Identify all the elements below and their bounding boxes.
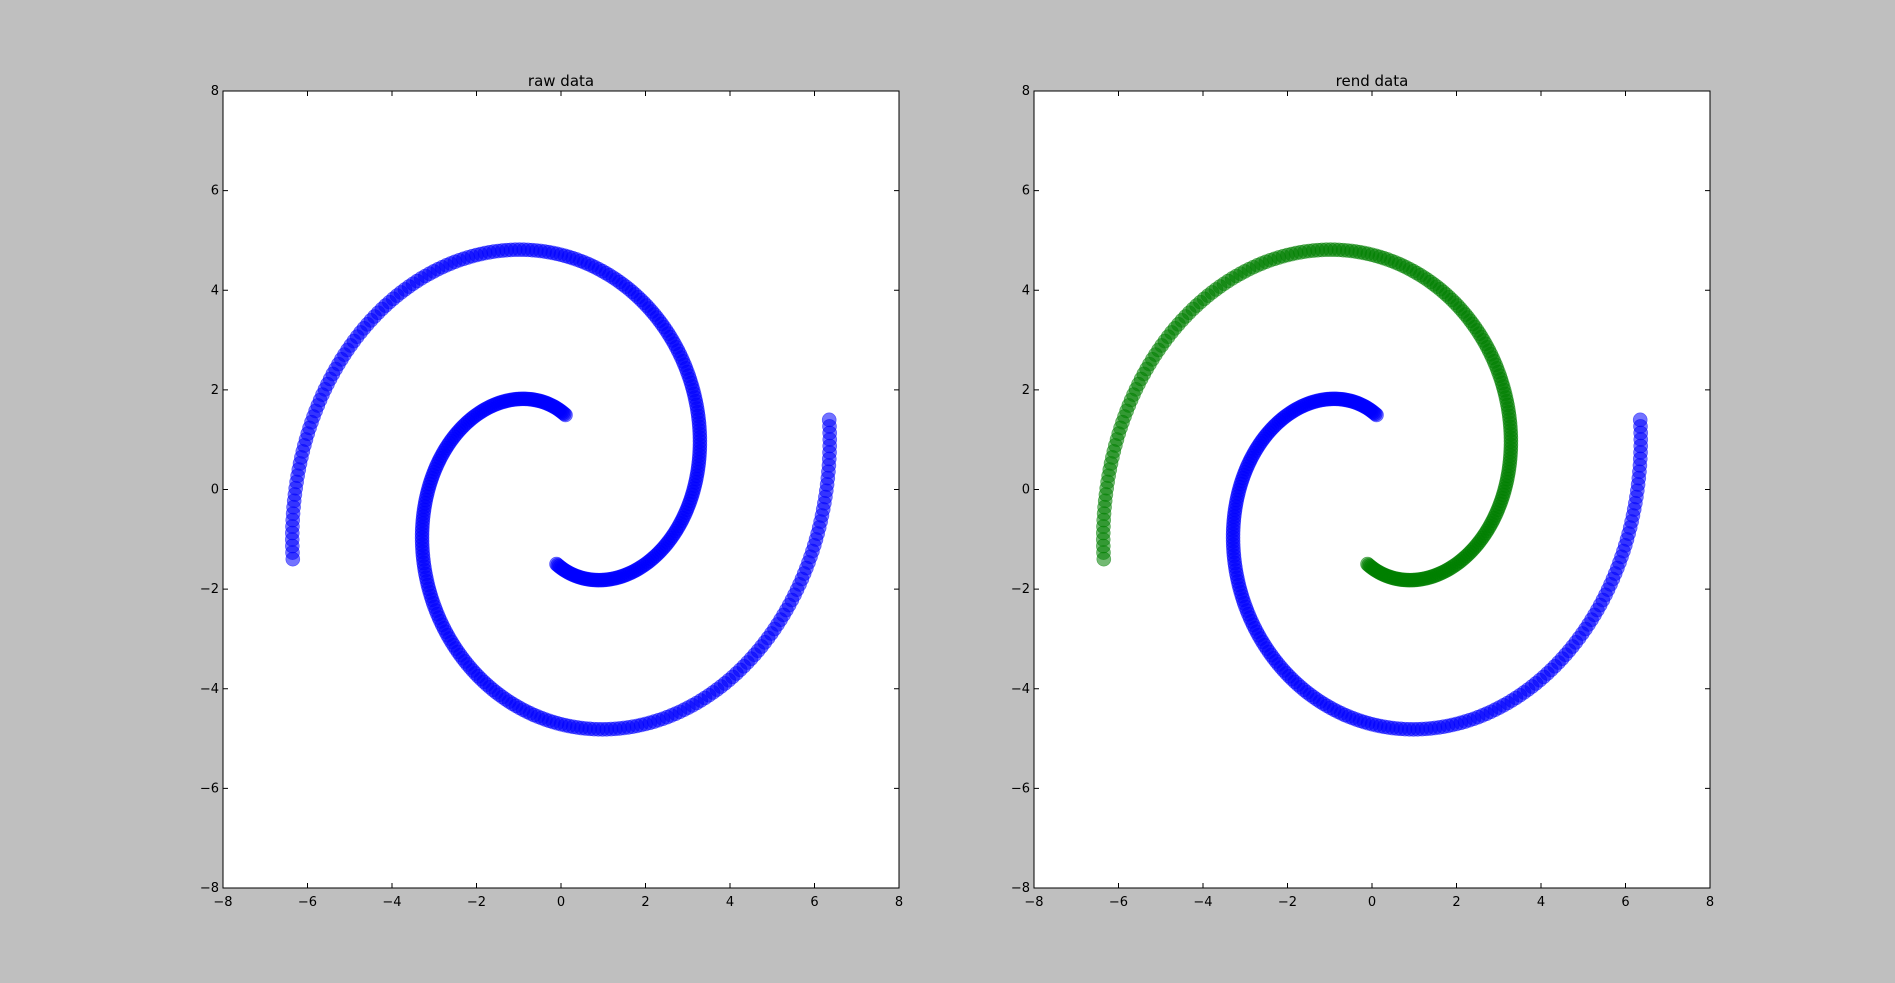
series-0 <box>1225 391 1649 737</box>
x-tick-label: −4 <box>382 895 401 910</box>
x-tick-label: 8 <box>1706 895 1714 910</box>
x-tick-label: −8 <box>1024 895 1043 910</box>
x-tick-label: 2 <box>641 895 649 910</box>
scatter-point <box>285 551 301 567</box>
x-tick-label: −4 <box>1193 895 1212 910</box>
axes-background <box>1034 91 1710 888</box>
x-tick-label: 8 <box>895 895 903 910</box>
y-tick-label: −4 <box>200 682 219 697</box>
y-tick-label: 6 <box>211 184 219 199</box>
y-tick-label: −2 <box>1011 582 1030 597</box>
scatter-point <box>821 412 837 428</box>
x-tick-label: 0 <box>557 895 565 910</box>
y-tick-label: 0 <box>1022 483 1030 498</box>
subplot-rend-data: −8 −6 −4 −2 0 2 4 6 8 −8 −6 −4 −2 0 2 4 6 8 rend data <box>1011 72 1714 910</box>
y-tick-label: −8 <box>200 881 219 896</box>
y-tick-label: 6 <box>1022 184 1030 199</box>
x-tick-label: 6 <box>1621 895 1629 910</box>
series-1 <box>1095 242 1519 588</box>
axis-ticks: −8 −6 −4 −2 0 2 4 6 8 −8 −6 −4 −2 0 2 4 6 8 <box>200 84 903 910</box>
x-tick-label: −2 <box>467 895 486 910</box>
y-tick-label: 8 <box>211 84 219 99</box>
x-tick-label: 4 <box>1537 895 1545 910</box>
y-tick-label: −6 <box>200 781 219 796</box>
axis-ticks: −8 −6 −4 −2 0 2 4 6 8 −8 −6 −4 −2 0 2 4 6 8 <box>1011 84 1714 910</box>
x-tick-label: −6 <box>1109 895 1128 910</box>
y-tick-label: 4 <box>211 283 219 298</box>
chart-title: rend data <box>1336 72 1409 90</box>
chart-title: raw data <box>528 72 594 90</box>
y-tick-label: −4 <box>1011 682 1030 697</box>
series-0 <box>414 391 838 737</box>
y-tick-label: −2 <box>200 582 219 597</box>
x-tick-label: 4 <box>726 895 734 910</box>
x-tick-label: 6 <box>810 895 818 910</box>
x-tick-label: 2 <box>1452 895 1460 910</box>
series-1 <box>284 242 708 588</box>
subplot-raw-data: −8 −6 −4 −2 0 2 4 6 8 −8 −6 −4 −2 0 2 4 6 8 raw data <box>200 72 903 910</box>
y-tick-label: 8 <box>1022 84 1030 99</box>
x-tick-label: −8 <box>213 895 232 910</box>
x-tick-label: 0 <box>1368 895 1376 910</box>
y-tick-label: 4 <box>1022 283 1030 298</box>
y-tick-label: 2 <box>1022 383 1030 398</box>
axes-background <box>223 91 899 888</box>
x-tick-label: −6 <box>298 895 317 910</box>
scatter-point <box>1096 551 1112 567</box>
y-tick-label: 2 <box>211 383 219 398</box>
y-tick-label: 0 <box>211 483 219 498</box>
y-tick-label: −6 <box>1011 781 1030 796</box>
scatter-points <box>284 242 838 737</box>
x-tick-label: −2 <box>1278 895 1297 910</box>
scatter-points <box>1095 242 1649 737</box>
y-tick-label: −8 <box>1011 881 1030 896</box>
scatter-point <box>1632 412 1648 428</box>
